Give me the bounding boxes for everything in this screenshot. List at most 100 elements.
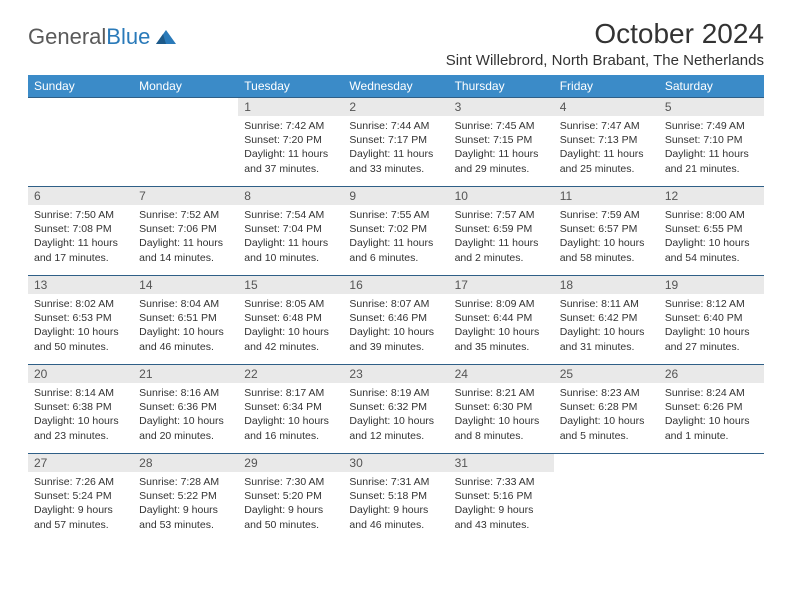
calendar-cell: 5Sunrise: 7:49 AMSunset: 7:10 PMDaylight… — [659, 98, 764, 187]
weekday-header: Friday — [554, 75, 659, 98]
calendar-cell: 2Sunrise: 7:44 AMSunset: 7:17 PMDaylight… — [343, 98, 448, 187]
calendar-cell: 8Sunrise: 7:54 AMSunset: 7:04 PMDaylight… — [238, 187, 343, 276]
day-number: 20 — [28, 365, 133, 383]
day-details: Sunrise: 8:07 AMSunset: 6:46 PMDaylight:… — [343, 294, 448, 358]
day-details: Sunrise: 7:31 AMSunset: 5:18 PMDaylight:… — [343, 472, 448, 536]
day-details: Sunrise: 7:26 AMSunset: 5:24 PMDaylight:… — [28, 472, 133, 536]
calendar-cell: 25Sunrise: 8:23 AMSunset: 6:28 PMDayligh… — [554, 365, 659, 454]
day-details: Sunrise: 8:05 AMSunset: 6:48 PMDaylight:… — [238, 294, 343, 358]
day-number: 27 — [28, 454, 133, 472]
day-details: Sunrise: 8:23 AMSunset: 6:28 PMDaylight:… — [554, 383, 659, 447]
day-details: Sunrise: 7:47 AMSunset: 7:13 PMDaylight:… — [554, 116, 659, 180]
day-number: 22 — [238, 365, 343, 383]
day-number: 11 — [554, 187, 659, 205]
day-details: Sunrise: 7:44 AMSunset: 7:17 PMDaylight:… — [343, 116, 448, 180]
day-details: Sunrise: 8:19 AMSunset: 6:32 PMDaylight:… — [343, 383, 448, 447]
day-details: Sunrise: 8:00 AMSunset: 6:55 PMDaylight:… — [659, 205, 764, 269]
calendar-cell: 10Sunrise: 7:57 AMSunset: 6:59 PMDayligh… — [449, 187, 554, 276]
calendar-cell: 23Sunrise: 8:19 AMSunset: 6:32 PMDayligh… — [343, 365, 448, 454]
day-number: 23 — [343, 365, 448, 383]
day-details: Sunrise: 7:33 AMSunset: 5:16 PMDaylight:… — [449, 472, 554, 536]
calendar-cell: 1Sunrise: 7:42 AMSunset: 7:20 PMDaylight… — [238, 98, 343, 187]
day-details: Sunrise: 8:02 AMSunset: 6:53 PMDaylight:… — [28, 294, 133, 358]
day-details: Sunrise: 7:42 AMSunset: 7:20 PMDaylight:… — [238, 116, 343, 180]
day-number: 12 — [659, 187, 764, 205]
day-details: Sunrise: 7:55 AMSunset: 7:02 PMDaylight:… — [343, 205, 448, 269]
calendar-cell: 28Sunrise: 7:28 AMSunset: 5:22 PMDayligh… — [133, 454, 238, 543]
logo-text-1: General — [28, 24, 106, 50]
calendar-cell: 3Sunrise: 7:45 AMSunset: 7:15 PMDaylight… — [449, 98, 554, 187]
day-details: Sunrise: 7:49 AMSunset: 7:10 PMDaylight:… — [659, 116, 764, 180]
weekday-header: Saturday — [659, 75, 764, 98]
day-details: Sunrise: 8:17 AMSunset: 6:34 PMDaylight:… — [238, 383, 343, 447]
calendar-cell: . — [133, 98, 238, 187]
calendar-cell: 9Sunrise: 7:55 AMSunset: 7:02 PMDaylight… — [343, 187, 448, 276]
calendar-cell: 27Sunrise: 7:26 AMSunset: 5:24 PMDayligh… — [28, 454, 133, 543]
calendar-cell: 6Sunrise: 7:50 AMSunset: 7:08 PMDaylight… — [28, 187, 133, 276]
calendar-cell: 7Sunrise: 7:52 AMSunset: 7:06 PMDaylight… — [133, 187, 238, 276]
calendar-cell: . — [28, 98, 133, 187]
day-number: 30 — [343, 454, 448, 472]
day-details: Sunrise: 8:12 AMSunset: 6:40 PMDaylight:… — [659, 294, 764, 358]
day-details: Sunrise: 8:09 AMSunset: 6:44 PMDaylight:… — [449, 294, 554, 358]
header: GeneralBlue October 2024 Sint Willebrord… — [28, 18, 764, 69]
calendar-cell: 14Sunrise: 8:04 AMSunset: 6:51 PMDayligh… — [133, 276, 238, 365]
day-details: Sunrise: 7:30 AMSunset: 5:20 PMDaylight:… — [238, 472, 343, 536]
calendar-cell: 12Sunrise: 8:00 AMSunset: 6:55 PMDayligh… — [659, 187, 764, 276]
day-details: Sunrise: 8:04 AMSunset: 6:51 PMDaylight:… — [133, 294, 238, 358]
calendar-cell: 22Sunrise: 8:17 AMSunset: 6:34 PMDayligh… — [238, 365, 343, 454]
day-number: 19 — [659, 276, 764, 294]
calendar-cell: 19Sunrise: 8:12 AMSunset: 6:40 PMDayligh… — [659, 276, 764, 365]
day-number: 6 — [28, 187, 133, 205]
day-number: 24 — [449, 365, 554, 383]
weekday-header: Wednesday — [343, 75, 448, 98]
calendar-cell: 30Sunrise: 7:31 AMSunset: 5:18 PMDayligh… — [343, 454, 448, 543]
day-number: 7 — [133, 187, 238, 205]
day-details: Sunrise: 8:16 AMSunset: 6:36 PMDaylight:… — [133, 383, 238, 447]
weekday-header: Sunday — [28, 75, 133, 98]
calendar-cell: 17Sunrise: 8:09 AMSunset: 6:44 PMDayligh… — [449, 276, 554, 365]
calendar-cell: 29Sunrise: 7:30 AMSunset: 5:20 PMDayligh… — [238, 454, 343, 543]
calendar-cell: 16Sunrise: 8:07 AMSunset: 6:46 PMDayligh… — [343, 276, 448, 365]
day-number: 8 — [238, 187, 343, 205]
day-number: 29 — [238, 454, 343, 472]
day-details: Sunrise: 8:24 AMSunset: 6:26 PMDaylight:… — [659, 383, 764, 447]
day-number: 31 — [449, 454, 554, 472]
day-details: Sunrise: 7:28 AMSunset: 5:22 PMDaylight:… — [133, 472, 238, 536]
calendar-cell: 15Sunrise: 8:05 AMSunset: 6:48 PMDayligh… — [238, 276, 343, 365]
calendar-cell: . — [659, 454, 764, 543]
day-number: 21 — [133, 365, 238, 383]
logo: GeneralBlue — [28, 18, 178, 50]
calendar-cell: 21Sunrise: 8:16 AMSunset: 6:36 PMDayligh… — [133, 365, 238, 454]
calendar-cell: 4Sunrise: 7:47 AMSunset: 7:13 PMDaylight… — [554, 98, 659, 187]
calendar-cell: 11Sunrise: 7:59 AMSunset: 6:57 PMDayligh… — [554, 187, 659, 276]
day-details: Sunrise: 7:57 AMSunset: 6:59 PMDaylight:… — [449, 205, 554, 269]
day-details: Sunrise: 7:50 AMSunset: 7:08 PMDaylight:… — [28, 205, 133, 269]
weekday-header: Monday — [133, 75, 238, 98]
day-details: Sunrise: 8:21 AMSunset: 6:30 PMDaylight:… — [449, 383, 554, 447]
weekday-header: Thursday — [449, 75, 554, 98]
day-number: 28 — [133, 454, 238, 472]
month-title: October 2024 — [446, 18, 764, 50]
day-number: 15 — [238, 276, 343, 294]
calendar-cell: 24Sunrise: 8:21 AMSunset: 6:30 PMDayligh… — [449, 365, 554, 454]
day-number: 2 — [343, 98, 448, 116]
calendar-cell: 26Sunrise: 8:24 AMSunset: 6:26 PMDayligh… — [659, 365, 764, 454]
logo-sail-icon — [154, 28, 178, 46]
day-details: Sunrise: 7:54 AMSunset: 7:04 PMDaylight:… — [238, 205, 343, 269]
weekday-header: Tuesday — [238, 75, 343, 98]
calendar-cell: 13Sunrise: 8:02 AMSunset: 6:53 PMDayligh… — [28, 276, 133, 365]
day-number: 3 — [449, 98, 554, 116]
day-number: 4 — [554, 98, 659, 116]
logo-text-2: Blue — [106, 24, 150, 50]
calendar-cell: . — [554, 454, 659, 543]
day-number: 1 — [238, 98, 343, 116]
day-details: Sunrise: 8:14 AMSunset: 6:38 PMDaylight:… — [28, 383, 133, 447]
day-number: 13 — [28, 276, 133, 294]
day-details: Sunrise: 8:11 AMSunset: 6:42 PMDaylight:… — [554, 294, 659, 358]
location: Sint Willebrord, North Brabant, The Neth… — [446, 52, 764, 69]
day-details: Sunrise: 7:45 AMSunset: 7:15 PMDaylight:… — [449, 116, 554, 180]
day-number: 18 — [554, 276, 659, 294]
calendar-table: SundayMondayTuesdayWednesdayThursdayFrid… — [28, 75, 764, 542]
calendar-cell: 20Sunrise: 8:14 AMSunset: 6:38 PMDayligh… — [28, 365, 133, 454]
